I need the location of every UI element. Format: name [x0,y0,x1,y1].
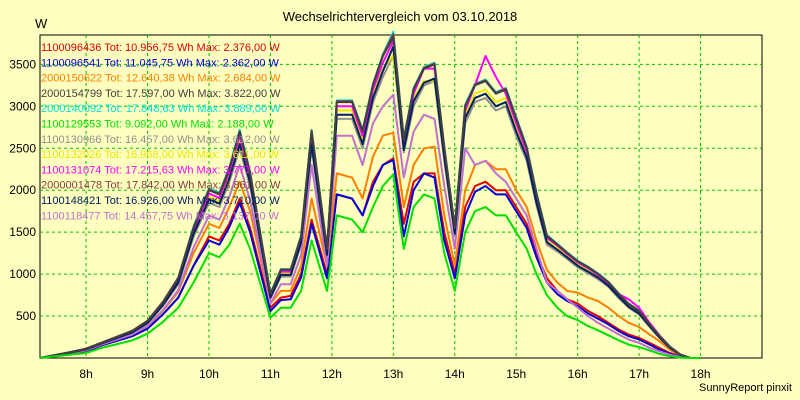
x-tick-label: 9h [141,367,154,381]
x-tick-label: 16h [568,367,588,381]
legend-entry: 1100129553 Tot: 9.092,00 Wh Max: 2.188,0… [41,119,274,131]
legend-entry: 1100132026 Tot: 16.968,00 Wh Max: 3.611,… [41,149,280,161]
y-tick-label: 2500 [9,141,36,155]
x-tick-label: 11h [261,367,280,381]
legend-entry: 1100131074 Tot: 17.215,63 Wh Max: 3.777,… [41,164,280,176]
legend-entry: 1100130966 Tot: 16.457,00 Wh Max: 3.612,… [41,134,280,146]
footer-credit: SunnyReport pinxit [699,382,792,394]
x-tick-label: 14h [445,367,465,381]
y-tick-label: 1500 [9,225,36,239]
y-tick-label: 1000 [9,267,36,281]
x-tick-label: 13h [383,367,403,381]
legend-entry: 1100148421 Tot: 16.926,00 Wh Max: 3.710,… [41,195,280,207]
y-tick-label: 3000 [9,99,36,113]
series-line [39,173,701,359]
x-tick-label: 12h [322,367,342,381]
x-tick-label: 10h [199,367,219,381]
legend: 1100096436 Tot: 10.956,75 Wh Max: 2.376,… [41,42,281,222]
x-tick-label: 18h [691,367,711,381]
y-tick-label: 500 [16,309,36,323]
legend-entry: 1100096541 Tot: 11.045,75 Wh Max: 2.362,… [41,57,280,69]
x-tick-label: 17h [629,367,649,381]
series-line [39,45,701,359]
axis-ticks: 500 1000 1500 2000 2500 3000 3500 8h 9h 10h 11h 12h… [9,57,710,381]
legend-entry: 2000154799 Tot: 17.597,00 Wh Max: 3.822,… [41,88,281,100]
legend-entry: 1100118477 Tot: 14.457,75 Wh Max: 3.137,… [41,210,280,222]
series-lines [39,30,701,359]
series-line [39,159,701,359]
legend-entry: 1100096436 Tot: 10.956,75 Wh Max: 2.376,… [41,42,280,54]
chart-title: Wechselrichtervergleich vom 03.10.2018 [282,9,518,24]
series-line [39,36,701,359]
x-tick-label: 15h [506,367,526,381]
y-axis-unit-label: W [35,16,48,31]
y-tick-label: 2000 [9,183,36,197]
x-tick-label: 8h [79,367,92,381]
legend-entry: 2000150622 Tot: 12.640,38 Wh Max: 2.684,… [41,73,281,85]
series-line [39,93,701,359]
legend-entry: 2000140092 Tot: 17.848,63 Wh Max: 3.889,… [41,103,281,115]
series-line [39,131,701,359]
legend-entry: 2000001478 Tot: 17.842,00 Wh Max: 3.861,… [41,180,281,192]
series-line [39,157,701,359]
y-tick-label: 3500 [9,57,36,71]
